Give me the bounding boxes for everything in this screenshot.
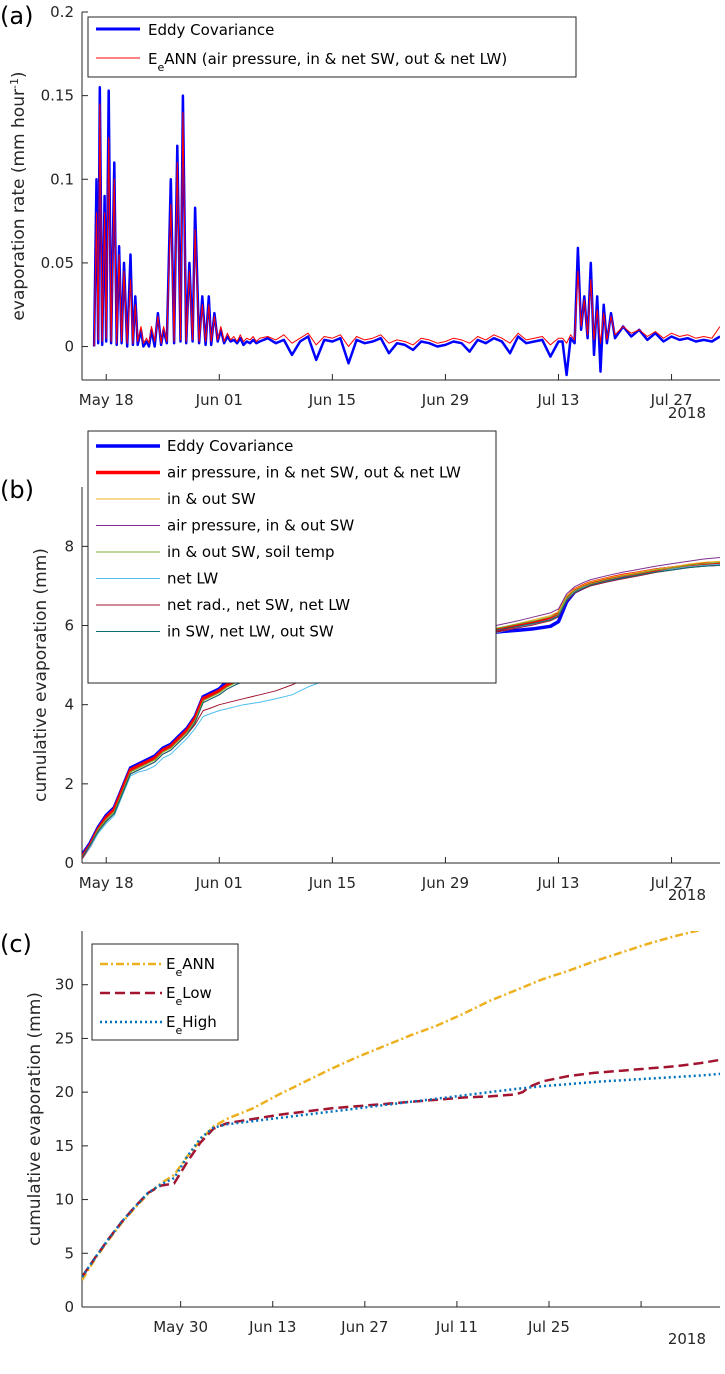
- legend-label: Eddy Covariance: [148, 21, 274, 39]
- legend-label: in SW, net LW, out SW: [167, 623, 334, 641]
- y-axis-label: cumulative evaporation (mm): [25, 992, 45, 1246]
- y-tick-label: 4: [64, 696, 74, 714]
- year-label: 2018: [668, 404, 706, 422]
- panel-a-chart: 0 0.05 0.1 0.15 0.2 May 18 Jun 01 Jun 15 Jun 29 J…: [8, 3, 720, 422]
- series-line-0: [82, 931, 702, 1281]
- x-tick-label: Jun 15: [308, 391, 356, 409]
- x-tick-label: Jun 15: [308, 874, 356, 892]
- legend-label: EeANN (air pressure, in & net SW, out & …: [148, 50, 507, 74]
- year-label: 2018: [668, 1330, 706, 1348]
- y-tick-label: 30: [55, 976, 74, 994]
- panel-c-chart: 0 5 10 15 20 25 30 May 30 Jun 13 Jun 27 Jul 11 Jul …: [25, 931, 720, 1348]
- legend-label: in & out SW: [167, 490, 256, 508]
- series-group: [82, 931, 720, 1281]
- legend-label: net rad., net SW, net LW: [167, 596, 350, 614]
- y-tick-label: 6: [64, 617, 74, 635]
- y-tick-label: 20: [55, 1083, 74, 1101]
- legend-label: net LW: [167, 570, 218, 588]
- x-tick-label: Jun 29: [421, 874, 469, 892]
- y-tick-label: 0: [64, 854, 74, 872]
- year-label: 2018: [668, 886, 706, 904]
- y-tick-label: 15: [55, 1137, 74, 1155]
- y-tick-label: 25: [55, 1029, 74, 1047]
- x-tick-label: Jul 25: [527, 1318, 570, 1336]
- x-tick-label: May 18: [79, 874, 134, 892]
- x-tick-label: Jul 27: [650, 874, 693, 892]
- y-axis-label: evaporation rate (mm hour-1): [8, 71, 30, 320]
- legend-label: air pressure, in & out SW: [167, 517, 354, 535]
- panel-letter-b: (b): [0, 476, 34, 504]
- panel-letter-c: (c): [0, 930, 32, 958]
- y-tick-label: 8: [64, 537, 74, 555]
- x-tick-label: Jul 13: [537, 874, 580, 892]
- x-tick-label: Jul 11: [435, 1318, 478, 1336]
- panel-letter-a: (a): [0, 2, 33, 30]
- legend-label: air pressure, in & net SW, out & net LW: [167, 464, 461, 482]
- legend-box: [87, 16, 577, 78]
- x-tick-label: Jul 27: [650, 391, 693, 409]
- y-axis-label: cumulative evaporation (mm): [31, 548, 51, 802]
- x-tick-label: May 18: [79, 391, 134, 409]
- y-tick-label: 0.05: [41, 254, 74, 272]
- x-tick-label: Jun 29: [421, 391, 469, 409]
- x-tick-label: Jul 13: [537, 391, 580, 409]
- x-tick-label: Jun 01: [195, 874, 243, 892]
- panel-b-chart: 0 2 4 6 8 May 18 Jun 01 Jun 15 Jun 29 Jul 13 Jul 2…: [31, 430, 720, 904]
- x-tick-label: Jun 27: [340, 1318, 388, 1336]
- legend-label: in & out SW, soil temp: [167, 543, 334, 561]
- y-tick-label: 0: [64, 338, 74, 356]
- series-group: [92, 86, 720, 377]
- x-tick-label: Jun 13: [248, 1318, 296, 1336]
- y-tick-label: 0.2: [50, 3, 74, 21]
- series-line-0: [92, 86, 720, 377]
- y-tick-label: 2: [64, 775, 74, 793]
- y-tick-label: 10: [55, 1191, 74, 1209]
- series-line-1: [93, 103, 720, 347]
- y-tick-label: 0.15: [41, 87, 74, 105]
- y-tick-label: 5: [64, 1244, 74, 1262]
- x-tick-label: May 30: [153, 1318, 208, 1336]
- x-tick-label: Jun 01: [195, 391, 243, 409]
- series-line-1: [82, 1058, 720, 1278]
- legend-label: Eddy Covariance: [167, 437, 293, 455]
- y-tick-label: 0.1: [50, 170, 74, 188]
- y-tick-label: 0: [64, 1298, 74, 1316]
- series-line-2: [82, 1072, 720, 1278]
